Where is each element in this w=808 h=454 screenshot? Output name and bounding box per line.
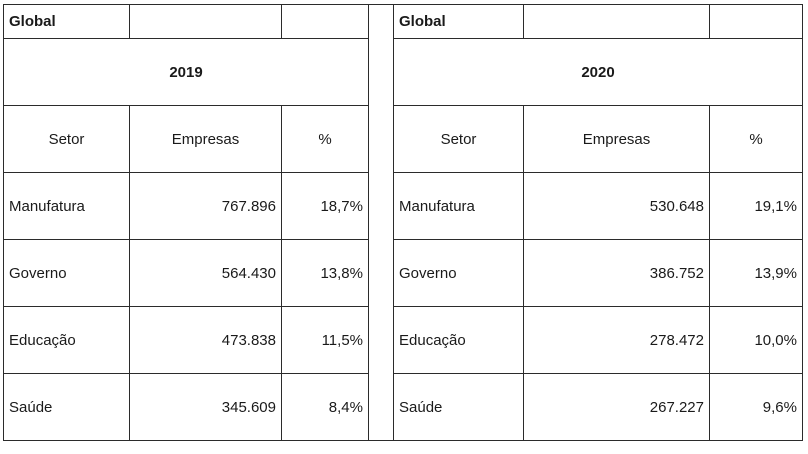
sector-cell: Educação — [3, 306, 130, 374]
sector-cell: Governo — [393, 239, 524, 307]
sector-header: Setor — [393, 105, 524, 173]
sector-cell: Educação — [393, 306, 524, 374]
sector-cell: Saúde — [393, 373, 524, 441]
percent-cell: 8,4% — [281, 373, 369, 441]
percent-cell: 18,7% — [281, 172, 369, 240]
sector-cell: Governo — [3, 239, 130, 307]
companies-cell: 278.472 — [523, 306, 710, 374]
column-separator — [368, 4, 394, 441]
percent-cell: 13,8% — [281, 239, 369, 307]
sector-cell: Manufatura — [393, 172, 524, 240]
percent-cell: 11,5% — [281, 306, 369, 374]
percent-header: % — [281, 105, 369, 173]
table-row: Saúde 345.609 8,4% Saúde 267.227 9,6% — [3, 373, 803, 441]
sector-cell: Manufatura — [3, 172, 130, 240]
companies-cell: 345.609 — [129, 373, 282, 441]
sector-header: Setor — [3, 105, 130, 173]
empty-cell — [523, 4, 710, 39]
sector-comparison-table: Global Global 2019 2020 Setor Empresas %… — [3, 4, 803, 441]
companies-cell: 386.752 — [523, 239, 710, 307]
sector-cell: Saúde — [3, 373, 130, 441]
table-row: Educação 473.838 11,5% Educação 278.472 … — [3, 306, 803, 374]
percent-cell: 9,6% — [709, 373, 803, 441]
companies-header: Empresas — [129, 105, 282, 173]
percent-cell: 10,0% — [709, 306, 803, 374]
table-row: Governo 564.430 13,8% Governo 386.752 13… — [3, 239, 803, 307]
table-row: Manufatura 767.896 18,7% Manufatura 530.… — [3, 172, 803, 240]
empty-cell — [129, 4, 282, 39]
percent-cell: 13,9% — [709, 239, 803, 307]
percent-header: % — [709, 105, 803, 173]
year-row: 2019 2020 — [3, 38, 803, 106]
empty-cell — [709, 4, 803, 39]
percent-cell: 19,1% — [709, 172, 803, 240]
title-row: Global Global — [3, 4, 803, 441]
companies-cell: 767.896 — [129, 172, 282, 240]
companies-cell: 564.430 — [129, 239, 282, 307]
year-2019-header: 2019 — [3, 38, 369, 106]
companies-cell: 267.227 — [523, 373, 710, 441]
companies-cell: 530.648 — [523, 172, 710, 240]
empty-cell — [281, 4, 369, 39]
left-table-title: Global — [3, 4, 130, 39]
right-table-title: Global — [393, 4, 524, 39]
companies-cell: 473.838 — [129, 306, 282, 374]
year-2020-header: 2020 — [393, 38, 803, 106]
column-header-row: Setor Empresas % Setor Empresas % — [3, 105, 803, 173]
companies-header: Empresas — [523, 105, 710, 173]
